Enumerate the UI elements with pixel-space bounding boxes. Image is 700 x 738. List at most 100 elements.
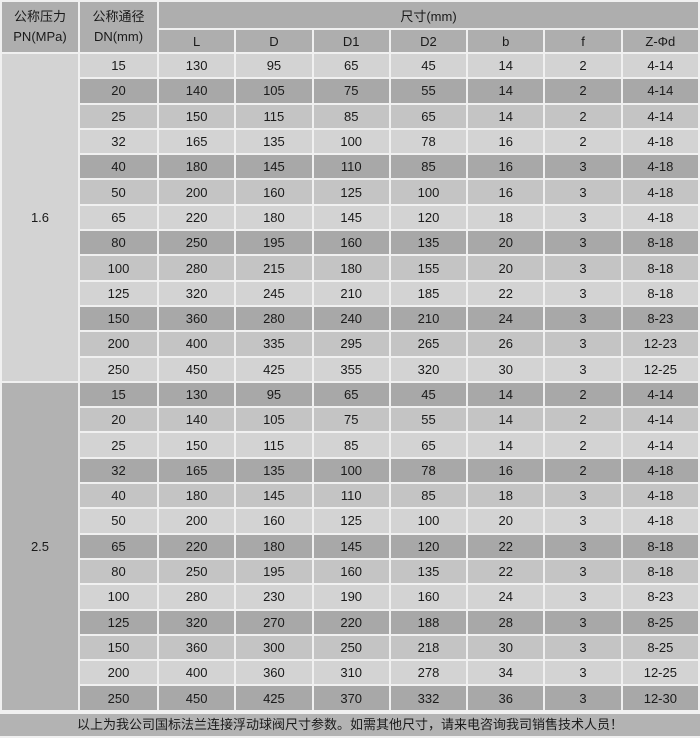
dimension-cell: 4-14 (620, 431, 700, 459)
dn-header-line2: DN(mm) (93, 29, 144, 44)
table-row: 40 180 145 110 85 16 3 4-18 (1, 153, 700, 181)
dimension-cell: 22 (466, 557, 546, 586)
dimension-cell: 240 (311, 304, 391, 333)
dimension-cell: 220 (156, 532, 237, 560)
dimension-cell: 335 (234, 330, 314, 358)
dimension-cell: 100 (388, 507, 469, 535)
dimension-cell: 8-18 (620, 532, 700, 560)
table-row: 125 320 245 210 185 22 3 8-18 (1, 279, 700, 307)
dimension-cell: 130 (156, 380, 237, 409)
dimension-cell: 45 (388, 380, 469, 409)
table-row: 150 360 280 240 210 24 3 8-23 (1, 304, 700, 333)
dimension-cell: 145 (234, 482, 314, 510)
dimension-cell: 360 (156, 633, 237, 662)
dimension-cell: 165 (156, 456, 237, 485)
dimension-cell: 20 (466, 229, 546, 257)
dimension-cell: 55 (388, 77, 469, 105)
dn-value-cell: 32 (78, 456, 159, 485)
dimension-cell: 20 (466, 507, 546, 535)
dn-value-cell: 100 (78, 583, 159, 611)
dimension-cell: 65 (388, 102, 469, 130)
dimension-cell: 3 (543, 633, 623, 662)
dn-value-cell: 250 (78, 684, 159, 712)
dimension-cell: 85 (311, 102, 391, 130)
dimension-cell: 85 (388, 153, 469, 181)
dimension-cell: 22 (466, 532, 546, 560)
table-row: 65 220 180 145 120 18 3 4-18 (1, 203, 700, 232)
dimension-cell: 30 (466, 355, 546, 383)
table-row: 2.5 15 130 95 65 45 14 2 4-14 (0, 380, 700, 712)
dimension-cell: 8-18 (620, 279, 700, 307)
dimension-cell: 160 (388, 583, 469, 611)
pressure-header-line2: PN(MPa) (13, 29, 67, 44)
dn-column-header: 公称通径 DN(mm) (78, 0, 159, 54)
dimension-cell: 14 (466, 77, 546, 105)
dn-value-cell: 50 (78, 507, 159, 535)
dimension-cell: 2 (543, 456, 623, 485)
dimension-cell: 160 (234, 178, 314, 206)
dimension-cell: 8-25 (620, 633, 700, 662)
dimension-cell: 4-14 (620, 380, 700, 409)
dimension-cell: 300 (234, 633, 314, 662)
table-row: 125 320 270 220 188 28 3 8-25 (1, 608, 700, 636)
dimension-cell: 78 (388, 127, 469, 156)
dimension-cell: 180 (311, 254, 391, 282)
dimension-cell: 4-18 (620, 507, 700, 535)
dimension-cell: 4-14 (620, 77, 700, 105)
dimension-cell: 4-18 (620, 456, 700, 485)
dimension-cell: 190 (311, 583, 391, 611)
size-col-header: D (234, 28, 314, 54)
dimension-cell: 8-18 (620, 557, 700, 586)
dimension-cell: 3 (543, 178, 623, 206)
dn-value-cell: 150 (78, 633, 159, 662)
table-row: 32 165 135 100 78 16 2 4-18 (1, 456, 700, 485)
dimension-cell: 115 (234, 431, 314, 459)
table-row: 80 250 195 160 135 22 3 8-18 (1, 557, 700, 586)
dimension-cell: 3 (543, 583, 623, 611)
pn-value-cell: 2.5 (0, 380, 80, 712)
dimension-cell: 14 (466, 102, 546, 130)
dimension-cell: 3 (543, 532, 623, 560)
dimension-cell: 360 (156, 304, 237, 333)
table-row: 25 150 115 85 65 14 2 4-14 (1, 102, 700, 130)
dimension-cell: 16 (466, 153, 546, 181)
dimension-cell: 3 (543, 330, 623, 358)
dimension-cell: 3 (543, 279, 623, 307)
dimension-cell: 12-23 (620, 330, 700, 358)
dimension-cell: 3 (543, 355, 623, 383)
dimension-cell: 140 (156, 406, 237, 434)
size-col-header: f (543, 28, 623, 54)
dimension-cell: 135 (234, 456, 314, 485)
dimension-cell: 250 (311, 633, 391, 662)
dimension-cell: 145 (311, 532, 391, 560)
dimension-cell: 85 (388, 482, 469, 510)
dimension-cell: 3 (543, 304, 623, 333)
dimension-cell: 280 (234, 304, 314, 333)
dimension-cell: 278 (388, 659, 469, 687)
dimension-cell: 3 (543, 482, 623, 510)
size-col-header: D2 (388, 28, 469, 54)
dimension-cell: 200 (156, 178, 237, 206)
dimension-cell: 135 (234, 127, 314, 156)
table-row: 1.6 15 130 95 65 45 14 2 4-14 (0, 51, 700, 383)
dimension-cell: 16 (466, 178, 546, 206)
dimension-cell: 24 (466, 304, 546, 333)
dimension-cell: 75 (311, 77, 391, 105)
dn-value-cell: 20 (78, 406, 159, 434)
pressure-header-line1: 公称压力 (13, 9, 66, 24)
dimension-cell: 45 (388, 51, 469, 80)
dimension-cell: 8-23 (620, 304, 700, 333)
dimension-cell: 120 (388, 532, 469, 560)
dimension-cell: 65 (311, 51, 391, 80)
dimension-cell: 4-18 (620, 178, 700, 206)
dimension-cell: 2 (543, 406, 623, 434)
dimension-cell: 140 (156, 77, 237, 105)
dn-value-cell: 65 (78, 532, 159, 560)
dimension-cell: 2 (543, 380, 623, 409)
dimension-cell: 355 (311, 355, 391, 383)
dimension-cell: 14 (466, 406, 546, 434)
dimension-cell: 215 (234, 254, 314, 282)
size-columns-row: L D D1 D2 b f Z-Φd (1, 28, 700, 54)
dimension-cell: 24 (466, 583, 546, 611)
dimension-cell: 95 (234, 51, 314, 80)
